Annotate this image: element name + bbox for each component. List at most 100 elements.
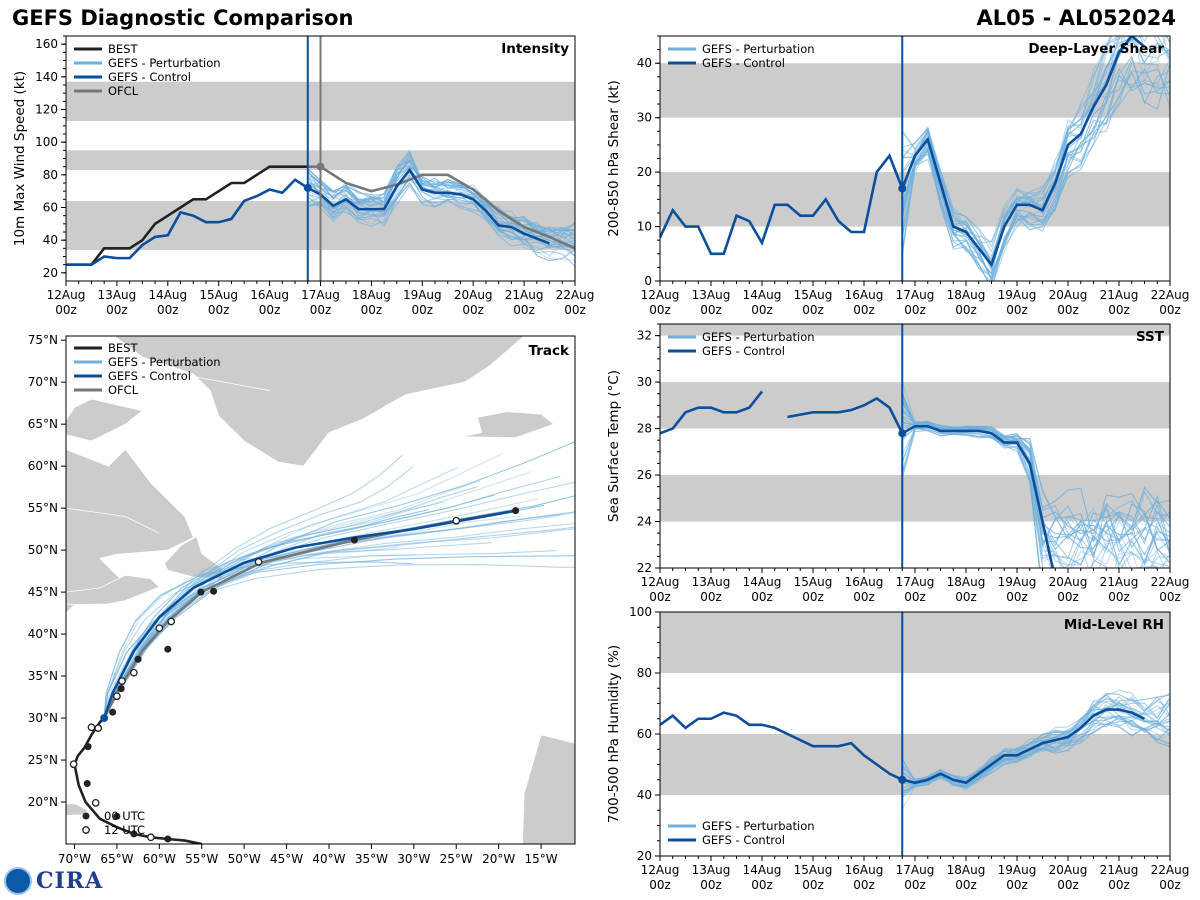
x-tick-label: 00z [106,303,128,317]
y-tick-label: 22 [637,561,652,575]
x-tick-label: 00z [1108,878,1130,892]
y-tick-label: 24 [637,515,652,529]
y-axis-label: 200-850 hPa Shear (kt) [606,80,622,237]
perturbation-member-line [901,80,1170,281]
y-tick-label: 30 [637,375,652,389]
chart-title: Deep-Layer Shear [1028,41,1164,57]
best-00utc-marker [113,812,121,820]
x-tick-label: 22Aug [556,288,595,302]
ofcl-12utc-marker [452,516,461,525]
x-tick-label: 00z [259,303,281,317]
x-tick-label: 15Aug [794,863,833,877]
ofcl-12utc-marker [118,677,126,685]
x-tick-label: 14Aug [743,863,782,877]
plot-area [660,612,1170,810]
x-tick-label: 00z [700,303,722,317]
legend-label: GEFS - Control [702,833,785,847]
x-tick-label: 16Aug [845,863,884,877]
marker-legend-12utc [82,826,90,834]
x-tick-label: 00z [1108,590,1130,604]
legend-label: GEFS - Perturbation [108,56,221,70]
control-line [787,396,1055,568]
storm-id: AL05 - AL052024 [976,6,1177,30]
x-tick-label: 17Aug [896,288,935,302]
lat-tick-label: 45°N [28,585,58,599]
x-tick-label: 00z [649,590,671,604]
chart-title: Track [529,343,570,359]
lat-tick-label: 75°N [28,333,58,347]
perturbation-track [103,441,575,720]
y-tick-label: 20 [637,165,652,179]
perturbation-track [103,466,414,718]
legend-label: GEFS - Control [108,369,191,383]
x-tick-label: 12Aug [641,288,680,302]
x-tick-label: 14Aug [743,575,782,589]
best-12utc-marker [146,833,155,842]
chart-sst: 22242628303212Aug00z13Aug00z14Aug00z15Au… [606,323,1189,604]
perturbation-member-line [307,160,575,237]
best-track-line [66,165,308,266]
land-polygon [521,734,575,844]
x-tick-label: 00z [1006,590,1028,604]
x-tick-label: 18Aug [947,288,986,302]
x-tick-label: 15Aug [794,575,833,589]
x-tick-label: 00z [802,303,824,317]
perturbation-member-line [901,426,1170,568]
perturbation-track [103,454,403,719]
y-tick-label: 40 [43,233,58,247]
perturbation-member-line [901,57,1170,281]
x-tick-label: 15Aug [199,288,238,302]
x-tick-label: 00z [904,878,926,892]
lat-tick-label: 25°N [28,753,58,767]
x-tick-label: 00z [513,303,535,317]
ofcl-line [307,165,575,250]
x-tick-label: 00z [751,878,773,892]
x-tick-label: 12Aug [641,863,680,877]
x-tick-label: 14Aug [148,288,187,302]
x-tick-label: 13Aug [692,863,731,877]
perturbation-member-line [307,155,575,236]
y-axis-label: Sea Surface Temp (°C) [606,370,622,522]
x-tick-label: 00z [1159,303,1181,317]
x-tick-label: 00z [751,303,773,317]
x-tick-label: 12Aug [47,288,86,302]
map-frame [65,335,576,845]
y-tick-label: 120 [35,103,58,117]
lon-tick-label: 70°W [58,852,91,866]
perturbation-member-line [901,429,1041,568]
y-tick-label: 100 [35,135,58,149]
lon-tick-label: 60°W [143,852,176,866]
lon-tick-label: 55°W [185,852,218,866]
x-tick-label: 00z [412,303,434,317]
best-12utc-marker [94,724,103,732]
x-tick-label: 22Aug [1151,863,1190,877]
best-track-line [73,717,202,844]
x-tick-label: 13Aug [692,288,731,302]
control-track-line [102,509,516,719]
lon-tick-label: 45°W [270,852,303,866]
control-line [66,167,551,266]
map-area [66,336,575,844]
y-tick-label: 140 [35,70,58,84]
x-tick-label: 00z [802,878,824,892]
perturbation-member-line [901,62,1170,275]
legend-label: GEFS - Perturbation [702,42,815,56]
legend-label: GEFS - Perturbation [702,330,815,344]
cira-logo-text: CIRA [36,868,104,894]
noaa-logo-icon [4,867,32,895]
chart-track: 70°W 65°W 60°W 55°W 50°W 45°W 40°W 35°W 30°W 25°W… [28,333,576,866]
y-tick-label: 20 [637,849,652,863]
lat-tick-label: 70°N [28,375,58,389]
perturbation-member-line [901,425,1166,568]
best-00utc-marker [130,830,138,838]
x-tick-label: 21Aug [1100,575,1139,589]
init-marker [898,775,907,784]
shaded-band [660,172,1170,227]
perturbation-track [103,550,557,718]
y-tick-label: 10 [637,220,652,234]
y-tick-label: 30 [637,111,652,125]
y-tick-label: 40 [637,788,652,802]
shaded-band [660,324,1170,336]
x-tick-label: 12Aug [641,575,680,589]
y-axis-label: 10m Max Wind Speed (kt) [12,71,28,246]
